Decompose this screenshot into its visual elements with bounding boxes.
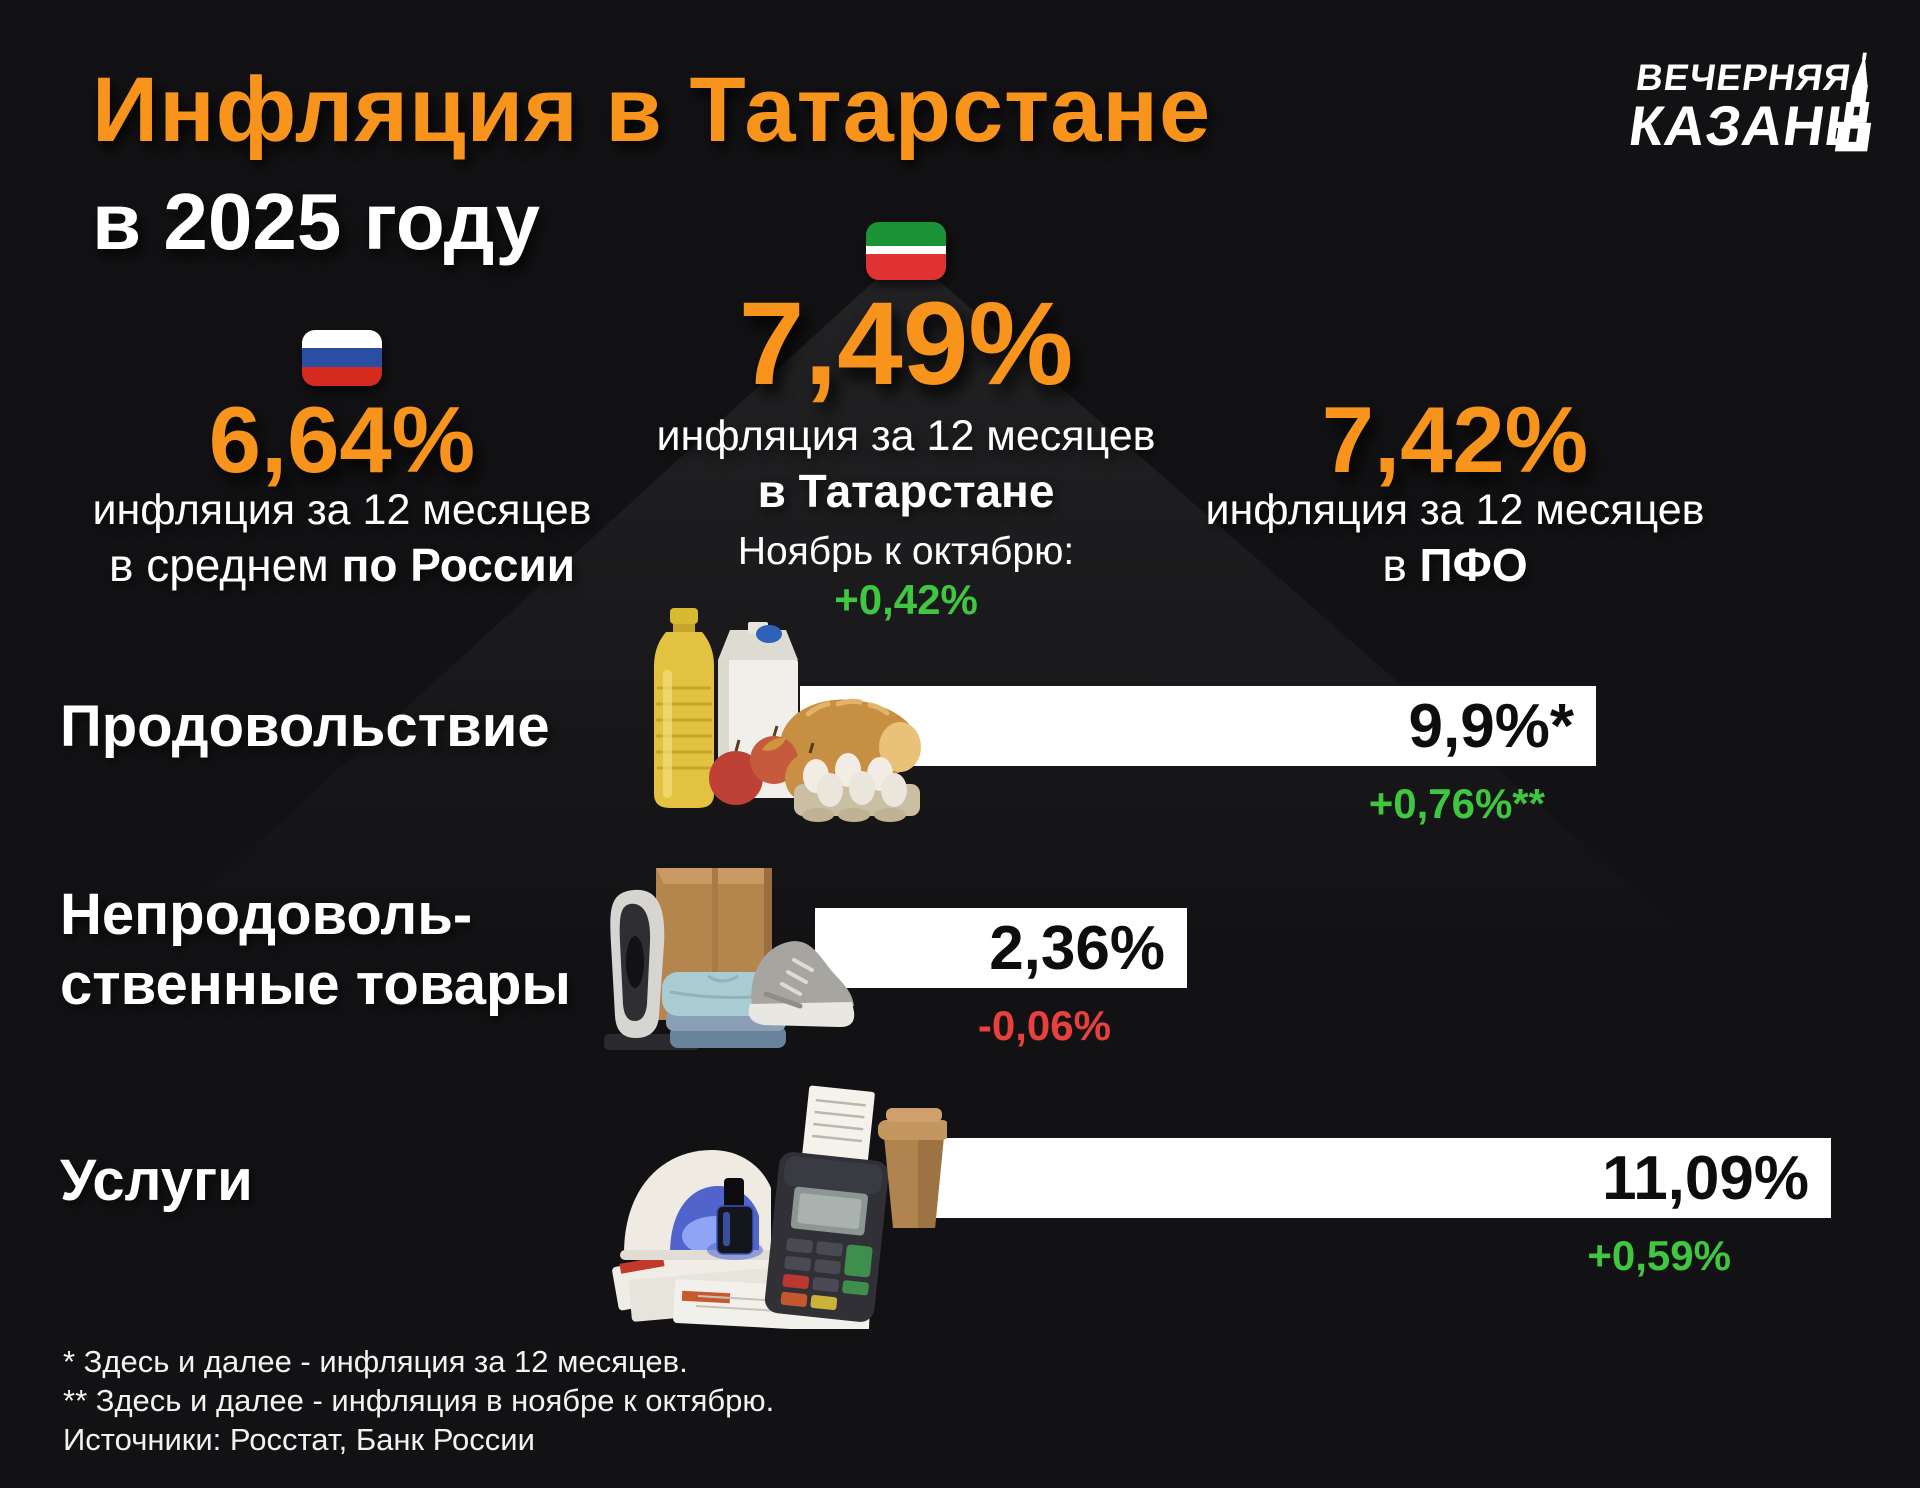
- tatarstan-monthly-label: Ноябрь к октябрю:: [737, 530, 1075, 573]
- page-subtitle: в 2025 году: [92, 177, 540, 266]
- footnote-2: ** Здесь и далее - инфляция в ноябре к о…: [63, 1383, 775, 1418]
- tatarstan-inflation-value: 7,49%: [738, 278, 1074, 410]
- footnote-sources: Источники: Росстат, Банк России: [63, 1422, 535, 1457]
- category-label-nonfood-line1: Непродоволь-: [60, 882, 473, 947]
- bar-services-value: 11,09%: [1602, 1143, 1809, 1213]
- russia-inflation-label: инфляция за 12 месяцев: [92, 486, 592, 534]
- footnote-1: * Здесь и далее - инфляция за 12 месяцев…: [63, 1344, 688, 1379]
- tatarstan-inflation-label: инфляция за 12 месяцев: [656, 412, 1156, 460]
- pfo-inflation-value: 7,42%: [1321, 387, 1589, 492]
- russia-region-prefix: в среднем: [108, 539, 342, 591]
- tatarstan-monthly-value: +0,42%: [834, 576, 978, 623]
- bar-nonfood-delta: -0,06%: [977, 1002, 1111, 1049]
- footnotes: * Здесь и далее - инфляция за 12 месяцев…: [63, 1342, 774, 1459]
- services-image: [612, 1085, 947, 1329]
- russia-flag-icon: [302, 330, 382, 386]
- bar-food-delta: +0,76%**: [1368, 780, 1545, 827]
- tatarstan-region-label: в Татарстане: [757, 465, 1055, 517]
- page-title: Инфляция в Татарстане: [92, 59, 1212, 161]
- bar-food-value: 9,9%*: [1408, 691, 1574, 761]
- category-label-food: Продовольствие: [60, 692, 550, 762]
- bar-nonfood-value: 2,36%: [989, 913, 1165, 983]
- vechernyaya-kazan-logo: ВЕЧЕРНЯЯ КАЗАНЬ: [1621, 52, 1889, 188]
- pfo-region-label: в ПФО: [1155, 538, 1755, 592]
- bar-services: 11,09%: [925, 1138, 1831, 1218]
- nonfood-goods-image: [604, 868, 855, 1050]
- russia-region-label: в среднем по России: [42, 538, 642, 592]
- category-label-services-line1: Услуги: [60, 1148, 253, 1213]
- bar-services-delta: +0,59%: [1587, 1232, 1731, 1279]
- pfo-region-bold: ПФО: [1419, 539, 1528, 591]
- pfo-inflation-label: инфляция за 12 месяцев: [1205, 486, 1705, 534]
- groceries-image: [654, 608, 921, 822]
- category-label-nonfood-line2: ственные товары: [60, 952, 571, 1017]
- category-label-nonfood: Непродоволь- ственные товары: [60, 880, 571, 1020]
- bar-food: 9,9%*: [800, 686, 1596, 766]
- kazan-tower-icon: [1834, 52, 1872, 152]
- russia-region-bold: по России: [341, 539, 576, 591]
- pfo-region-prefix: в: [1382, 539, 1420, 591]
- russia-inflation-value: 6,64%: [208, 387, 476, 492]
- category-label-services: Услуги: [60, 1146, 253, 1216]
- category-label-food-line1: Продовольствие: [60, 694, 550, 759]
- tatarstan-flag-icon: [866, 222, 946, 280]
- bar-nonfood: 2,36%: [815, 908, 1187, 988]
